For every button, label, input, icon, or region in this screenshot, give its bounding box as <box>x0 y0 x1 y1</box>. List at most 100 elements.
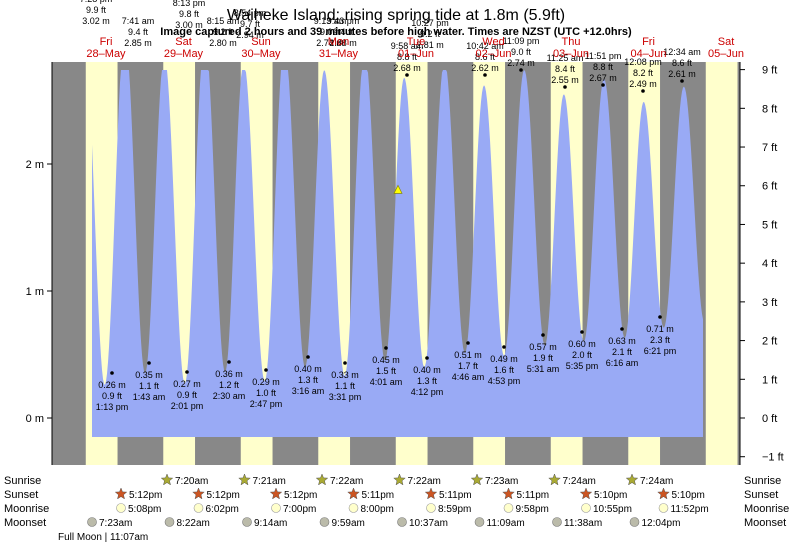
moonset-icon <box>242 517 252 527</box>
sunrise-time: 7:20am <box>175 476 208 487</box>
day-name-label: Fri <box>100 36 113 48</box>
low-tide-height-m: 0.33 m <box>331 370 359 380</box>
moonset-icon <box>164 517 175 527</box>
row-label-right-sunrise: Sunrise <box>744 475 781 487</box>
day-labels: Fri28–MaySat29–MaySun30–MayMon31–MayTue0… <box>86 36 744 60</box>
full-moon-note: Full Moon | 11:07am <box>58 532 148 543</box>
low-tide-height-m: 0.60 m <box>568 339 596 349</box>
moonset-time: 12:04pm <box>642 518 681 529</box>
right-tick-label: 7 ft <box>762 142 777 154</box>
day-date-label: 05–Jun <box>708 48 744 60</box>
high-tide-height-m: 2.88 m <box>329 38 357 48</box>
low-tide-time: 2:01 pm <box>171 401 204 411</box>
low-tide-point <box>306 355 310 359</box>
sunset-icon <box>502 487 515 500</box>
low-tide-height-ft: 1.2 ft <box>219 380 240 390</box>
low-tide-point <box>185 370 189 374</box>
low-tide-height-m: 0.29 m <box>252 377 280 387</box>
high-tide-height-ft: 8.4 ft <box>555 64 576 74</box>
low-tide-height-ft: 1.5 ft <box>376 366 397 376</box>
low-tide-height-ft: 1.9 ft <box>533 353 554 363</box>
sunset-time: 5:11pm <box>517 490 550 501</box>
low-tide-time: 5:31 am <box>527 364 560 374</box>
tide-area <box>92 70 703 437</box>
low-tide-height-m: 0.40 m <box>413 365 441 375</box>
sunset-icon <box>657 487 670 500</box>
sunrise-icon <box>548 473 561 486</box>
moonrise-icon <box>116 503 126 513</box>
low-tide-point <box>384 346 388 350</box>
row-label-right-moonset: Moonset <box>744 517 786 529</box>
low-tide-time: 4:46 am <box>452 372 485 382</box>
moonrise-icon <box>426 503 436 513</box>
low-tide-height-ft: 0.9 ft <box>102 391 123 401</box>
sunrise-icon <box>238 473 251 486</box>
right-tick-label: 6 ft <box>762 181 777 193</box>
low-tide-time: 4:53 pm <box>488 376 521 386</box>
moonrise-time: 11:52pm <box>671 504 709 515</box>
day-date-label: 02–Jun <box>475 48 511 60</box>
moonset-icon <box>397 517 407 527</box>
low-tide-time: 4:01 am <box>370 377 403 387</box>
sunset-icon <box>579 487 593 500</box>
low-tide-height-ft: 1.1 ft <box>139 381 160 391</box>
moonrise-icon <box>348 503 359 513</box>
low-tide-time: 4:12 pm <box>411 387 444 397</box>
left-tick-label: 0 m <box>26 413 44 425</box>
current-tide-marker <box>393 184 403 194</box>
high-tide-time: 9:13 am <box>314 16 347 26</box>
low-tide-height-m: 0.57 m <box>529 342 557 352</box>
high-tide-height-m: 3.02 m <box>82 16 110 26</box>
moonset-icon <box>629 517 640 527</box>
low-tide-height-ft: 2.1 ft <box>612 347 633 357</box>
right-tick-label: 9 ft <box>762 65 777 77</box>
low-tide-height-m: 0.71 m <box>646 324 674 334</box>
low-tide-point <box>541 333 545 337</box>
high-tide-height-ft: 8.6 ft <box>672 58 693 68</box>
high-tide-point <box>483 73 487 77</box>
high-tide-height-ft: 9.0 ft <box>511 47 532 57</box>
row-label-left-sunset: Sunset <box>4 489 38 501</box>
high-tide-height-ft: 9.9 ft <box>86 5 107 15</box>
high-tide-height-m: 2.74 m <box>507 58 535 68</box>
right-tick-label: −1 ft <box>762 452 784 464</box>
moonrise-icon <box>193 503 204 513</box>
high-tide-time: 8:54 pm <box>234 8 267 18</box>
high-tide-height-m: 3.00 m <box>175 20 203 30</box>
moonrise-time: 6:02pm <box>206 504 239 515</box>
low-tide-point <box>425 356 429 360</box>
moonset-time: 10:37am <box>409 518 448 529</box>
day-date-label: 03–Jun <box>553 48 589 60</box>
low-tide-height-ft: 1.7 ft <box>458 361 479 371</box>
sunrise-icon <box>393 473 406 486</box>
low-tide-point <box>580 330 584 334</box>
day-name-label: Tue <box>407 36 426 48</box>
day-name-label: Mon <box>328 36 349 48</box>
moonset-time: 11:38am <box>564 518 602 529</box>
high-tide-height-ft: 9.4 ft <box>333 27 354 37</box>
high-tide-time: 9:43 pm <box>327 16 360 26</box>
high-tide-time: 12:08 pm <box>624 57 662 67</box>
sunrise-icon <box>470 473 484 486</box>
high-tide-height-ft: 8.8 ft <box>593 62 614 72</box>
low-tide-height-ft: 0.9 ft <box>177 390 198 400</box>
high-tide-time: 8:13 pm <box>173 0 206 8</box>
day-name-label: Wed <box>482 36 504 48</box>
moonrise-time: 8:00pm <box>361 504 394 515</box>
sunrise-icon <box>315 473 329 486</box>
high-tide-height-ft: 9.8 ft <box>179 9 200 19</box>
right-tick-label: 2 ft <box>762 336 777 348</box>
row-label-left-moonset: Moonset <box>4 517 46 529</box>
sunset-icon <box>347 487 360 500</box>
left-tick-label: 1 m <box>26 286 44 298</box>
row-label-left-sunrise: Sunrise <box>4 475 41 487</box>
low-tide-time: 6:21 pm <box>644 346 677 356</box>
day-date-label: 29–May <box>164 48 204 60</box>
high-tide-height-m: 2.68 m <box>393 63 421 73</box>
low-tide-time: 1:13 pm <box>96 402 129 412</box>
sunset-time: 5:11pm <box>362 490 395 501</box>
high-tide-height-m: 2.94 m <box>236 30 264 40</box>
right-tick-label: 4 ft <box>762 258 777 270</box>
night-band <box>52 62 86 465</box>
